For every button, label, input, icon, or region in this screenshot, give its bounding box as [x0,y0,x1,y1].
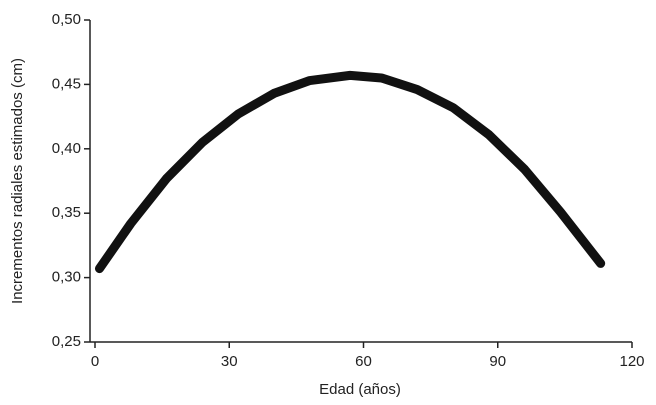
x-tick-label: 60 [355,353,372,370]
x-tick-label: 120 [619,353,644,370]
x-tick-label: 90 [489,353,506,370]
y-tick-label: 0,40 [52,140,81,157]
y-tick-label: 0,25 [52,333,81,350]
y-axis-label: Incrementos radiales estimados (cm) [9,58,26,304]
y-tick-label: 0,30 [52,269,81,286]
x-axis-label: Edad (años) [319,381,401,398]
y-tick-label: 0,35 [52,204,81,221]
x-tick-label: 30 [221,353,238,370]
y-tick-label: 0,50 [52,11,81,28]
data-line [94,70,606,274]
y-tick-label: 0,45 [52,75,81,92]
x-tick-label: 0 [91,353,99,370]
